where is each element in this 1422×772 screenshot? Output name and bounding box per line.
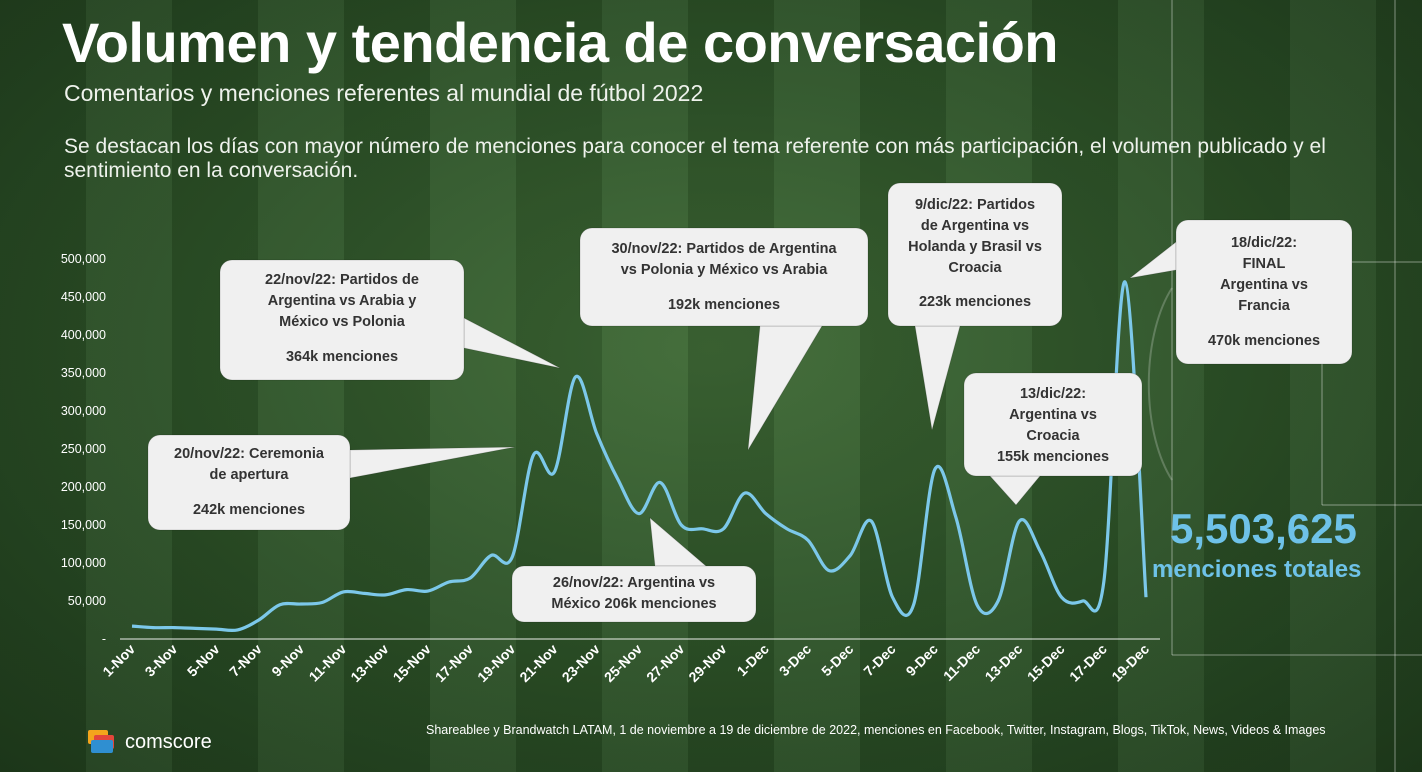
y-tick-label: 150,000: [61, 518, 106, 532]
callout-line: de Argentina vs: [920, 218, 1030, 234]
intro-paragraph: Se destacan los días con mayor número de…: [64, 135, 1326, 182]
callout-line: Croacia: [948, 260, 1002, 276]
y-axis: - 50,000 100,000 150,000 200,000 250,000 300,0…: [61, 252, 106, 646]
x-tick-label: 13-Dec: [982, 641, 1026, 685]
callout-line: Argentina vs: [1220, 277, 1308, 293]
x-tick-label: 15-Nov: [390, 641, 434, 685]
callout-line: 30/nov/22: Partidos de Argentina: [611, 241, 837, 257]
x-tick-label: 19-Dec: [1108, 641, 1152, 685]
callout-dec13: 13/dic/22: Argentina vs Croacia 155k men…: [964, 384, 1142, 468]
x-tick-label: 7-Dec: [860, 641, 898, 679]
callout-line: 9/dic/22: Partidos: [914, 197, 1036, 213]
y-tick-label: 200,000: [61, 480, 106, 494]
x-tick-label: 11-Nov: [306, 641, 350, 685]
x-tick-label: 17-Nov: [432, 641, 476, 685]
callout-line: FINAL: [1242, 256, 1286, 272]
callout-line: 155k menciones: [996, 449, 1110, 465]
callout-fill: [581, 229, 867, 325]
callout-pointer: [914, 325, 961, 431]
x-tick-label: 3-Nov: [142, 641, 181, 680]
callout-mentions: 470k menciones: [1207, 333, 1321, 349]
callout-line: Argentina vs Arabia y: [267, 293, 417, 309]
x-tick-label: 25-Nov: [601, 641, 645, 685]
page-title: Volumen y tendencia de conversación: [62, 11, 1059, 74]
total-mentions-value: 5,503,625: [1170, 505, 1357, 552]
x-tick-label: 5-Nov: [184, 641, 223, 680]
callout-nov22: 22/nov/22: Partidos de Argentina vs Arab…: [220, 270, 464, 368]
y-tick-label: 100,000: [61, 556, 106, 570]
callout-mentions: 364k menciones: [285, 349, 399, 365]
callout-nov30: 30/nov/22: Partidos de Argentina vs Polo…: [580, 239, 868, 316]
x-tick-label: 15-Dec: [1024, 641, 1068, 685]
callout-pointer: [988, 475, 1042, 506]
callout-line: Holanda y Brasil vs: [908, 239, 1042, 255]
series-layer: [131, 280, 1148, 633]
x-tick-label: 7-Nov: [226, 641, 265, 680]
x-tick-label: 3-Dec: [776, 641, 814, 679]
y-tick-label: 50,000: [68, 594, 106, 608]
callout-fill: [889, 184, 1061, 325]
callout-dec9: 9/dic/22: Partidos de Argentina vs Holan…: [888, 195, 1062, 313]
total-mentions-label: menciones totales: [1152, 556, 1362, 583]
x-tick-label: 11-Dec: [940, 641, 983, 684]
callout-line: México vs Polonia: [279, 314, 405, 330]
callout-pointer: [747, 325, 823, 451]
page-subtitle: Comentarios y menciones referentes al mu…: [64, 80, 704, 106]
callout-line: 26/nov/22: Argentina vs: [552, 575, 716, 591]
callout-opening: 20/nov/22: Ceremonia de apertura 242k me…: [148, 444, 350, 521]
y-tick-label: 300,000: [61, 404, 106, 418]
callout-line: 20/nov/22: Ceremonia: [174, 446, 324, 462]
callout-mentions: 242k menciones: [192, 502, 306, 518]
callout-fill: [221, 261, 463, 379]
callout-line: de apertura: [209, 467, 289, 483]
x-tick-label: 13-Nov: [347, 641, 391, 685]
x-tick-label: 29-Nov: [685, 641, 729, 685]
callout-line: 22/nov/22: Partidos de: [265, 272, 419, 288]
callout-dec18: 18/dic/22: FINAL Argentina vs Francia 47…: [1176, 233, 1352, 352]
x-axis: 1-Nov 3-Nov 5-Nov 7-Nov 9-Nov11-Nov13-Nov15-…: [99, 638, 1160, 685]
callout-line: 13/dic/22:: [1019, 386, 1087, 402]
callout-pointer: [349, 446, 516, 479]
y-tick-label: 250,000: [61, 442, 106, 456]
callout-fill: [965, 374, 1141, 475]
y-tick-label: -: [102, 632, 106, 646]
callout-mentions: 223k menciones: [918, 294, 1032, 310]
series-line: [131, 280, 1148, 633]
x-tick-label: 23-Nov: [559, 641, 603, 685]
y-tick-label: 350,000: [61, 366, 106, 380]
callout-line: México 206k menciones: [551, 596, 717, 612]
y-tick-label: 400,000: [61, 328, 106, 342]
y-tick-label: 450,000: [61, 290, 106, 304]
x-tick-label: 21-Nov: [516, 641, 560, 685]
callout-line: 18/dic/22:: [1230, 235, 1298, 251]
x-tick-label: 27-Nov: [643, 641, 687, 685]
x-tick-label: 5-Dec: [818, 641, 856, 679]
x-tick-label: 17-Dec: [1066, 641, 1110, 685]
x-tick-label: 1-Dec: [734, 641, 772, 679]
callout-fill: [513, 567, 755, 621]
x-tick-label: 19-Nov: [474, 641, 518, 685]
comscore-logo-icon: [88, 730, 116, 754]
x-tick-label: 9-Nov: [268, 641, 307, 680]
callout-fill: [149, 436, 349, 529]
callout-fill: [1177, 221, 1351, 363]
callout-pointer: [463, 317, 561, 369]
logo-text: comscore: [125, 730, 212, 753]
x-tick-label: 9-Dec: [903, 641, 941, 679]
callout-nov26: 26/nov/22: Argentina vs México 206k menc…: [512, 573, 756, 615]
callout-line: Argentina vs: [1009, 407, 1097, 423]
callout-shapes: [147, 182, 1353, 623]
callout-mentions: 192k menciones: [667, 297, 781, 313]
callout-line: vs Polonia y México vs Arabia: [620, 262, 828, 278]
source-note: Shareablee y Brandwatch LATAM, 1 de novi…: [426, 723, 1326, 737]
callout-line: Croacia: [1026, 428, 1080, 444]
y-tick-label: 500,000: [61, 252, 106, 266]
callout-line: Francia: [1238, 298, 1290, 314]
callout-pointer: [649, 516, 708, 567]
comscore-logo: comscore: [88, 728, 212, 756]
x-tick-label: 1-Nov: [99, 641, 138, 680]
callout-pointer: [1129, 240, 1177, 279]
